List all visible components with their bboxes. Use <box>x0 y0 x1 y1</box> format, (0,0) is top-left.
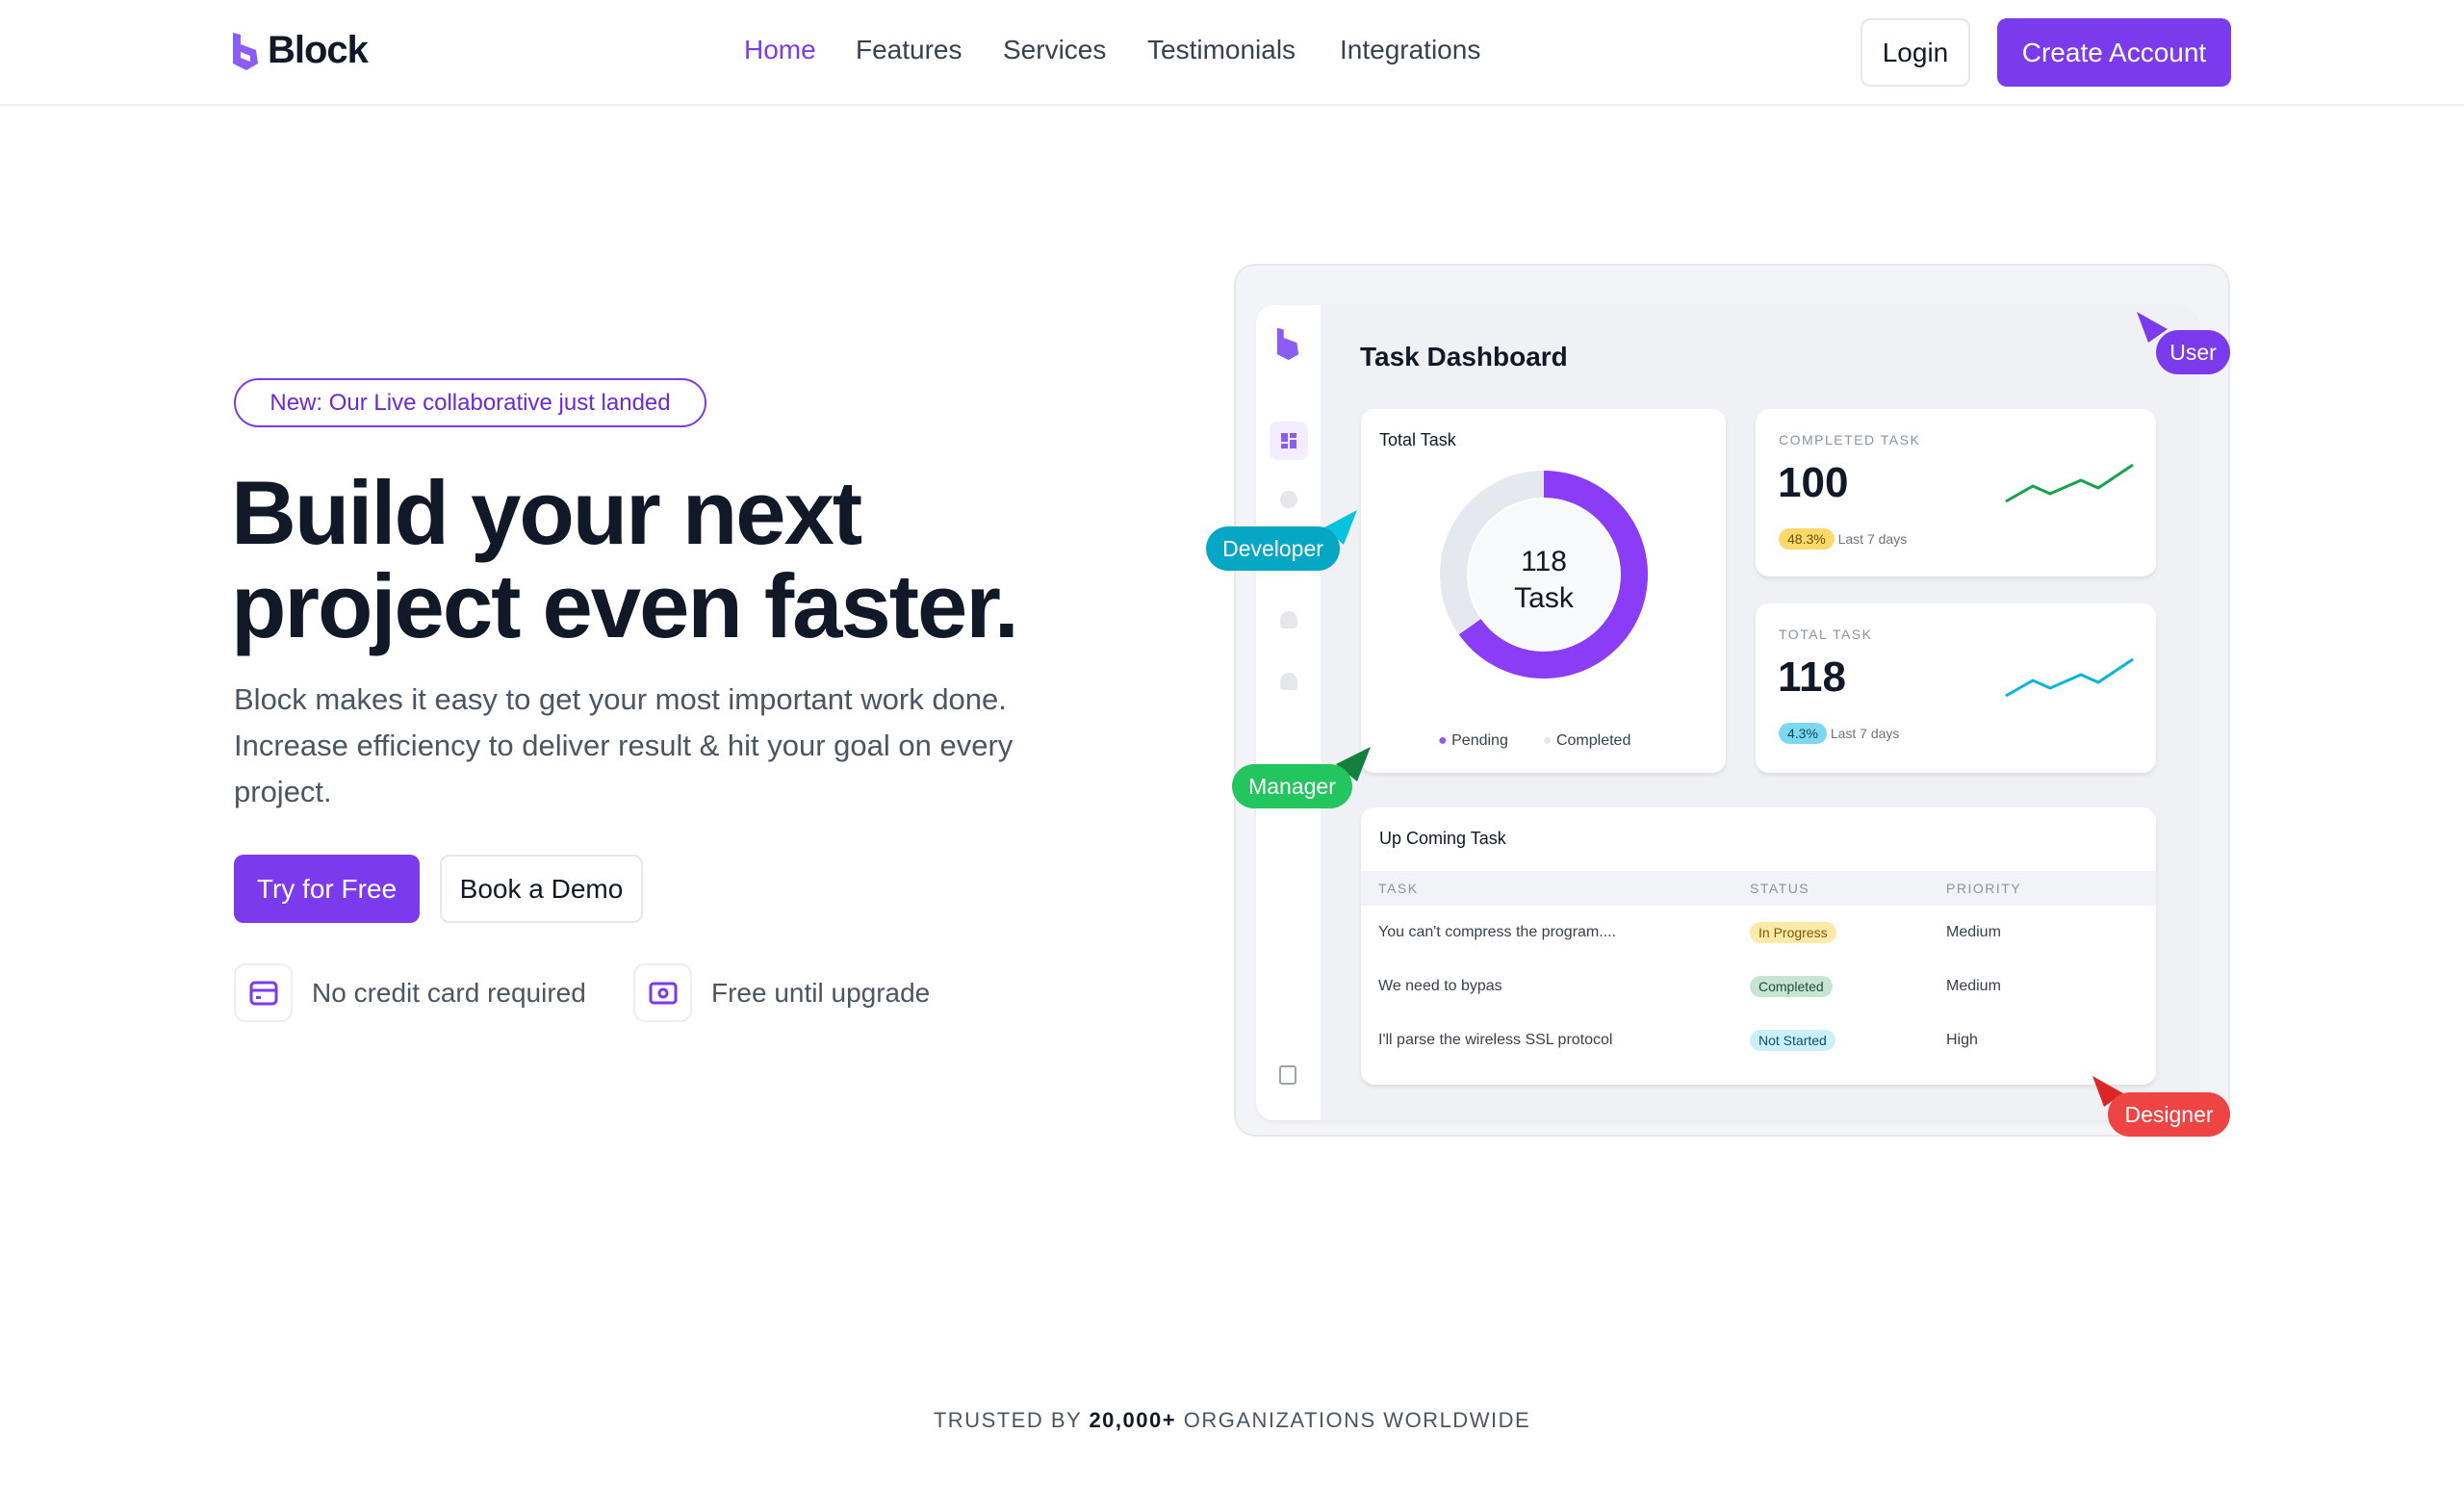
priority-cell: High <box>1946 1032 1978 1048</box>
feature-label: No credit card required <box>312 977 586 1008</box>
column-status: STATUS <box>1750 871 1946 906</box>
book-demo-button[interactable]: Book a Demo <box>440 855 643 923</box>
table-header: TASK STATUS PRIORITY <box>1361 871 2156 906</box>
developer-cursor-icon <box>1324 510 1357 545</box>
credit-card-icon <box>234 963 293 1022</box>
priority-cell: Medium <box>1946 924 2001 940</box>
nav-home[interactable]: Home <box>744 35 816 64</box>
hero-title-line-1: Build your next <box>231 462 862 563</box>
legend-pending: ● Pending <box>1438 732 1508 749</box>
donut-center <box>1469 499 1619 650</box>
upcoming-task-card: Up Coming Task TASK STATUS PRIORITY You ca… <box>1361 807 2156 1085</box>
create-account-button[interactable]: Create Account <box>1997 18 2231 87</box>
donut-pending-arc <box>1440 471 1648 679</box>
logout-icon[interactable] <box>1279 1065 1296 1085</box>
hero-description: Block makes it easy to get your most imp… <box>234 682 1014 808</box>
table-row[interactable]: I'll parse the wireless SSL protocol Not … <box>1361 1013 2156 1067</box>
feature-no-card: No credit card required <box>234 963 586 1022</box>
completed-task-card: COMPLETED TASK 100 48.3% Last 7 days <box>1756 409 2156 576</box>
donut-chart <box>1440 471 1648 679</box>
dashboard-window: Task Dashboard Total Task 118 Task ● Pen… <box>1256 305 2197 1120</box>
nav-services[interactable]: Services <box>1003 35 1107 64</box>
stat-value: 118 <box>1778 653 1846 701</box>
status-badge: In Progress <box>1750 922 1836 943</box>
login-button[interactable]: Login <box>1861 18 1970 87</box>
legend-completed: ● Completed <box>1542 732 1631 749</box>
user-cursor-icon <box>2137 312 2168 343</box>
completed-sparkline <box>2005 463 2134 503</box>
hero-title: Build your next project even faster. <box>231 466 1019 656</box>
total-task-stat-card: TOTAL TASK 118 4.3% Last 7 days <box>1756 603 2156 773</box>
total-sparkline <box>2005 657 2134 698</box>
feature-label: Free until upgrade <box>711 977 931 1008</box>
try-for-free-button[interactable]: Try for Free <box>234 855 420 923</box>
brand-logo[interactable]: Block <box>231 29 369 72</box>
trusted-by-text: TRUSTED BY 20,000+ ORGANIZATIONS WORLDWI… <box>0 1408 2464 1433</box>
dashboard-sidebar <box>1256 305 1321 1120</box>
stat-label: COMPLETED TASK <box>1779 432 1921 448</box>
users-icon[interactable] <box>1280 611 1297 628</box>
status-badge: Completed <box>1750 976 1833 997</box>
donut-center-value: 118 <box>1521 546 1567 577</box>
developer-cursor-label: Developer <box>1206 526 1340 571</box>
status-badge: Not Started <box>1750 1030 1835 1051</box>
trusted-suffix: ORGANIZATIONS WORLDWIDE <box>1183 1408 1531 1432</box>
stat-change: 4.3% <box>1779 723 1827 744</box>
brand-name: Block <box>268 29 369 71</box>
stat-period: Last 7 days <box>1837 531 1908 547</box>
dashboard-grid-icon[interactable] <box>1270 422 1308 460</box>
block-logo-icon <box>1276 327 1299 361</box>
stat-label: TOTAL TASK <box>1779 627 1873 642</box>
bell-icon[interactable] <box>1280 673 1297 690</box>
hero-title-line-2: project even faster. <box>231 555 1019 656</box>
designer-cursor-icon <box>2092 1076 2123 1107</box>
top-nav: Block Home Features Services Testimonial… <box>0 0 2464 106</box>
nav-testimonials[interactable]: Testimonials <box>1147 35 1296 64</box>
table-row[interactable]: We need to bypas Completed Medium <box>1361 960 2156 1013</box>
column-task: TASK <box>1361 871 1750 906</box>
column-priority: PRIORITY <box>1946 871 2156 906</box>
donut-legend: ● Pending ● Completed <box>1438 732 1630 750</box>
task-cell: I'll parse the wireless SSL protocol <box>1378 1032 1613 1048</box>
table-row[interactable]: You can't compress the program.... In Pro… <box>1361 906 2156 960</box>
card-title: Total Task <box>1379 430 1456 449</box>
block-logo-icon <box>233 32 258 70</box>
user-cursor-label: User <box>2156 330 2230 374</box>
stat-change: 48.3% <box>1779 528 1835 550</box>
priority-cell: Medium <box>1946 978 2001 994</box>
stat-period: Last 7 days <box>1830 726 1900 741</box>
trusted-count: 20,000+ <box>1089 1408 1177 1432</box>
pie-chart-icon[interactable] <box>1280 491 1297 508</box>
dashboard-title: Task Dashboard <box>1360 342 1568 371</box>
manager-cursor-label: Manager <box>1232 764 1352 808</box>
designer-cursor-label: Designer <box>2108 1092 2230 1137</box>
task-cell: We need to bypas <box>1378 978 1502 994</box>
stat-value: 100 <box>1778 459 1849 506</box>
card-title: Up Coming Task <box>1379 829 1506 848</box>
banknote-icon <box>633 963 692 1022</box>
feature-free: Free until upgrade <box>633 963 930 1022</box>
upcoming-task-table: TASK STATUS PRIORITY You can't compress th… <box>1361 871 2156 1067</box>
nav-integrations[interactable]: Integrations <box>1340 35 1481 64</box>
announcement-badge[interactable]: New: Our Live collaborative just landed <box>234 378 706 427</box>
total-task-card: Total Task 118 Task ● Pending ● Complete… <box>1361 409 1726 773</box>
task-cell: You can't compress the program.... <box>1378 924 1617 940</box>
trusted-prefix: TRUSTED BY <box>933 1408 1082 1432</box>
nav-features[interactable]: Features <box>856 35 962 64</box>
donut-center-label: Task <box>1514 582 1574 614</box>
manager-cursor-icon <box>1336 747 1371 781</box>
